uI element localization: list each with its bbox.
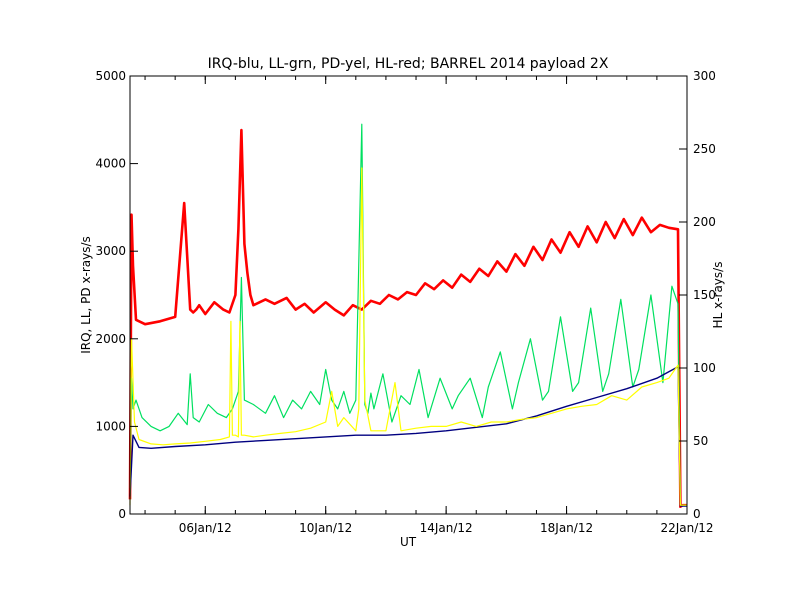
y-right-tick-label-5: 250 bbox=[693, 142, 716, 156]
y-axis-label-left: IRQ, LL, PD x-rays/s bbox=[79, 236, 93, 354]
ticks-layer: 0 1000 2000 3000 4000 5000 0 50 100 150 200 250 300 0… bbox=[95, 69, 715, 535]
y-right-tick-label-4: 200 bbox=[693, 215, 716, 229]
y-right-tick-label-3: 150 bbox=[693, 288, 716, 302]
y-left-tick-label-3: 3000 bbox=[95, 244, 126, 258]
x-tick-label-2: 14Jan/12 bbox=[420, 521, 473, 535]
y-right-tick-label-6: 300 bbox=[693, 69, 716, 83]
y-axis-label-right: HL x-rays/s bbox=[711, 262, 725, 329]
chart-title: IRQ-blu, LL-grn, PD-yel, HL-red; BARREL … bbox=[208, 56, 609, 72]
y-right-tick-label-0: 0 bbox=[693, 507, 701, 521]
y-left-tick-label-5: 5000 bbox=[95, 69, 126, 83]
y-left-tick-label-0: 0 bbox=[118, 507, 126, 521]
y-right-tick-label-2: 100 bbox=[693, 361, 716, 375]
series-layer bbox=[128, 123, 687, 508]
x-tick-label-1: 10Jan/12 bbox=[299, 521, 352, 535]
y-right-tick-label-1: 50 bbox=[693, 434, 708, 448]
y-left-tick-label-1: 1000 bbox=[95, 419, 126, 433]
series-line-pd bbox=[129, 167, 687, 506]
y-left-tick-label-2: 2000 bbox=[95, 332, 126, 346]
y-left-tick-label-4: 4000 bbox=[95, 157, 126, 171]
x-tick-label-4: 22Jan/12 bbox=[660, 521, 713, 535]
series-line-irq bbox=[129, 366, 687, 507]
x-axis-label: UT bbox=[400, 535, 417, 549]
series-line-hl bbox=[128, 128, 687, 508]
x-tick-label-3: 18Jan/12 bbox=[540, 521, 593, 535]
x-tick-label-0: 06Jan/12 bbox=[179, 521, 232, 535]
